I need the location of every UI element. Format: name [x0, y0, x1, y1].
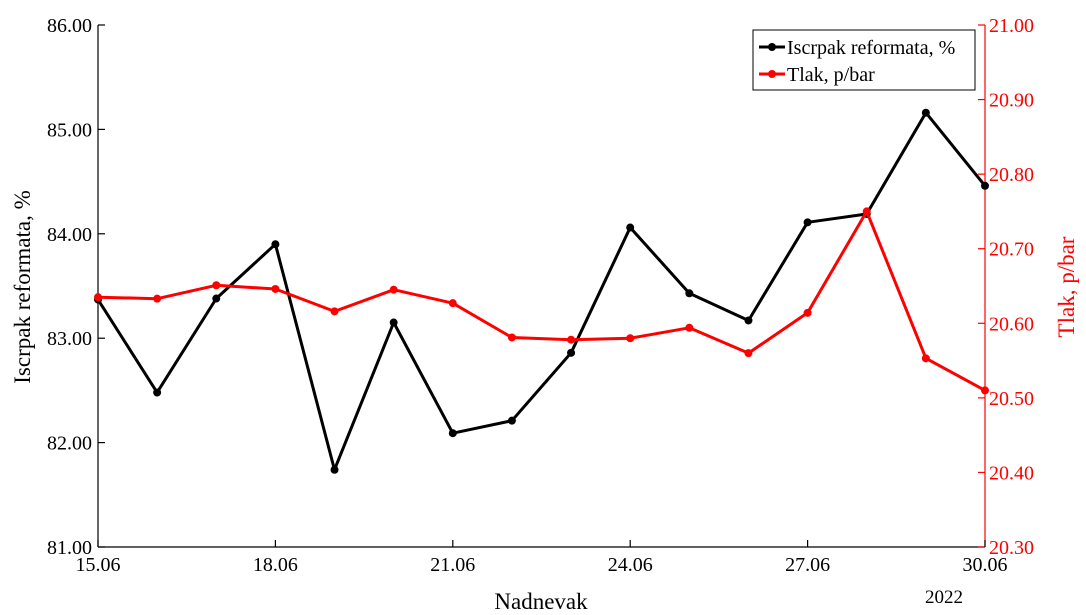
series-line-1 — [96, 111, 987, 472]
series-1-point — [567, 348, 576, 357]
series-1-point — [507, 416, 516, 425]
series-2-point — [567, 335, 576, 344]
series-1-point — [921, 108, 930, 117]
x-axis-label: Nadnevak — [494, 589, 588, 614]
legend-label: Iscrpak reformata, % — [787, 37, 955, 59]
legend: Iscrpak reformata, % Tlak, p/bar — [752, 29, 976, 91]
x-tick-label: 27.06 — [785, 554, 830, 576]
right-tick-label: 20.50 — [989, 388, 1034, 410]
series-1-point — [330, 465, 339, 474]
x-axis-sublabel: 2022 — [925, 587, 963, 608]
x-tick-label: 18.06 — [253, 554, 298, 576]
series-2-point — [981, 386, 989, 395]
legend-box — [752, 29, 976, 91]
left-tick-label: 85.00 — [47, 119, 92, 141]
series-2-point — [685, 323, 694, 332]
series-1-point — [271, 240, 280, 249]
right-tick-label: 20.60 — [989, 313, 1034, 335]
series-layer — [94, 108, 989, 474]
left-tick-label: 83.00 — [47, 328, 92, 350]
series-2-point — [212, 281, 221, 290]
left-tick-label: 81.00 — [47, 537, 92, 559]
left-tick-label: 82.00 — [47, 433, 92, 455]
x-axis-ticks: 15.06 18.06 21.06 24.06 27.06 30.06 — [76, 540, 1008, 576]
series-1-point — [153, 388, 162, 397]
right-tick-label: 20.40 — [989, 462, 1034, 484]
right-tick-label: 20.70 — [989, 239, 1034, 261]
left-tick-label: 84.00 — [47, 224, 92, 246]
x-tick-label: 30.06 — [963, 554, 1008, 576]
series-1-point — [389, 318, 398, 327]
series-2-point — [330, 307, 339, 316]
series-1-point — [803, 218, 812, 227]
series-1-point — [981, 181, 989, 190]
x-tick-label: 21.06 — [430, 554, 475, 576]
right-tick-label: 20.80 — [989, 164, 1034, 186]
right-axis-ticks: 20.30 20.40 20.50 20.60 20.70 20.80 20.90 21.00 — [978, 15, 1034, 559]
series-2-point — [94, 293, 102, 302]
left-axis-label: Iscrpak reformata, % — [10, 190, 35, 383]
series-2-point — [271, 284, 280, 293]
series-2-point — [389, 285, 398, 294]
legend-swatch-marker — [768, 43, 776, 51]
series-2-point — [448, 299, 457, 308]
series-2-point — [626, 334, 635, 343]
right-tick-label: 21.00 — [989, 15, 1034, 37]
series-1-point — [685, 289, 694, 298]
series-1-point — [744, 316, 753, 325]
series-2-point — [507, 333, 516, 342]
left-tick-label: 86.00 — [47, 15, 92, 37]
series-2-point — [153, 294, 162, 303]
x-tick-label: 15.06 — [76, 554, 121, 576]
x-tick-label: 24.06 — [608, 554, 653, 576]
legend-label: Tlak, p/bar — [787, 64, 875, 86]
legend-swatch-marker — [768, 70, 776, 78]
right-tick-label: 20.90 — [989, 90, 1034, 112]
axes-frame — [97, 25, 986, 548]
series-2-point — [803, 308, 812, 317]
right-tick-label: 20.30 — [989, 537, 1034, 559]
left-axis-ticks: 81.00 82.00 83.00 84.00 85.00 86.00 — [47, 15, 105, 559]
series-2-point — [921, 354, 930, 363]
series-2-point — [862, 207, 871, 216]
series-line-2 — [97, 209, 986, 392]
series-1-point — [212, 294, 221, 303]
series-1-point — [448, 429, 457, 438]
series-1-point — [626, 223, 635, 232]
series-2-point — [744, 349, 753, 358]
right-axis-label: Tlak, p/bar — [1054, 236, 1079, 337]
